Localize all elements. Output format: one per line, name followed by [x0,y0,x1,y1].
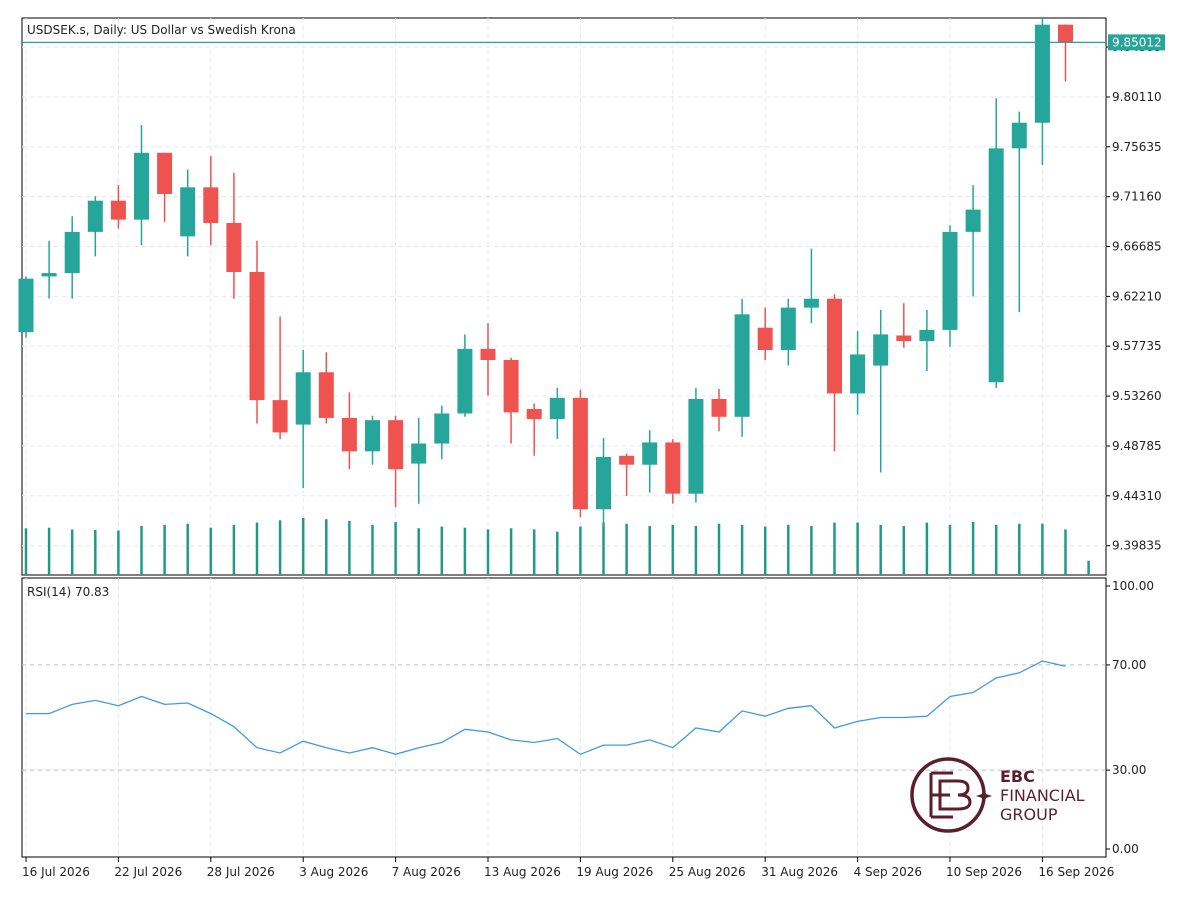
rsi-tick-label: 0.00 [1112,842,1139,856]
candle-body-bull [596,456,611,510]
price-tick-label: 9.53260 [1112,389,1162,403]
candle-body-bull [1034,24,1050,123]
candle-body-bear [1058,24,1073,43]
price-tick-label: 9.80110 [1112,90,1162,104]
x-tick-label: 16 Sep 2026 [1038,865,1114,879]
candle-body-bull [549,397,565,420]
logo-line2: FINANCIAL [1000,786,1085,805]
ebc-logo: EBC FINANCIAL GROUP [910,757,1085,833]
rsi-layer [26,660,1066,756]
candle-body-bull [965,209,981,232]
rsi-label: RSI(14) 70.83 [27,585,109,599]
rsi-panel-frame [21,577,1107,858]
candle-body-bear [157,152,173,195]
candle-body-bull [180,187,196,237]
candle-body-bull [850,354,866,394]
logo-monogram-icon [929,771,972,819]
candle-body-bull [64,231,80,274]
candle-body-bull [942,231,958,330]
candle-body-bull [295,372,311,425]
candle-body-bull [1011,122,1027,149]
candle-body-bull [988,148,1004,383]
candle-body-bull [457,348,473,414]
candle-body-bear [341,417,357,452]
candle-body-bear [272,400,288,433]
candle-body-bull [642,442,658,465]
candle-body-bear [110,200,126,220]
rsi-tick-label: 70.00 [1112,658,1146,672]
candle-body-bull [803,298,819,308]
candle-body-bear [526,409,542,420]
x-tick-label: 25 Aug 2026 [669,865,746,879]
price-tick-label: 9.62210 [1112,289,1162,303]
current-price-tag [1108,34,1165,51]
candle-body-bear [757,327,773,350]
price-tick-label: 9.44310 [1112,489,1162,503]
price-tick-label: 9.66685 [1112,239,1162,253]
x-tick-label: 19 Aug 2026 [576,865,653,879]
candle-body-bull [41,273,57,277]
candle-body-bull [873,334,889,366]
candle-body-bull [411,443,427,464]
candle-body-bull [734,314,750,417]
candle-body-bear [503,359,519,413]
candle-body-bull [87,200,103,232]
volume-layer [24,518,1090,575]
chart-title: USDSEK.s, Daily: US Dollar vs Swedish Kr… [27,23,296,37]
candle-body-bull [780,307,796,350]
candle-body-bear [226,222,242,272]
candle-body-bull [919,329,935,342]
candle-body-bull [434,413,450,444]
rsi-line [26,660,1066,756]
x-tick-label: 3 Aug 2026 [299,865,368,879]
candle-body-bear [318,372,334,418]
x-tick-label: 31 Aug 2026 [761,865,838,879]
candle-body-bear [711,398,727,417]
candle-body-bear [388,420,404,470]
candle-layer [18,16,1073,528]
x-tick-label: 7 Aug 2026 [392,865,461,879]
rsi-tick-label: 100.00 [1112,579,1154,593]
candle-body-bear [665,442,681,494]
logo-sparkle-icon [976,788,992,804]
x-tick-label: 16 Jul 2026 [22,865,90,879]
x-tick-label: 10 Sep 2026 [946,865,1022,879]
axis-layer: 16 Jul 2026 22 Jul 2026 28 Jul 2026 3 Aug 2… [22,40,1162,879]
rsi-tick-label: 30.00 [1112,763,1146,777]
candle-body-bear [827,298,842,394]
candle-body-bear [572,397,588,510]
candle-body-bear [896,335,912,342]
price-tick-label: 9.75635 [1112,140,1162,154]
logo-line1: EBC [1000,767,1035,786]
candle-body-bull [365,420,380,452]
x-tick-label: 28 Jul 2026 [207,865,275,879]
candle-body-bear [619,455,635,465]
price-panel-frame [21,17,1107,576]
candle-body-bull [18,278,34,333]
current-price-label: 9.85012 [1112,35,1162,49]
price-tick-label: 9.39835 [1112,539,1162,553]
price-tick-label: 9.71160 [1112,190,1162,204]
candle-body-bull [688,398,704,494]
candle-body-bear [480,348,496,360]
candle-body-bear [203,187,219,223]
x-tick-label: 13 Aug 2026 [484,865,561,879]
candle-body-bull [134,152,149,220]
price-tick-label: 9.57735 [1112,339,1162,353]
x-tick-label: 22 Jul 2026 [114,865,182,879]
logo-line3: GROUP [1000,805,1058,824]
candle-body-bear [249,271,265,401]
x-tick-label: 4 Sep 2026 [854,865,922,879]
price-tick-label: 9.48785 [1112,439,1162,453]
